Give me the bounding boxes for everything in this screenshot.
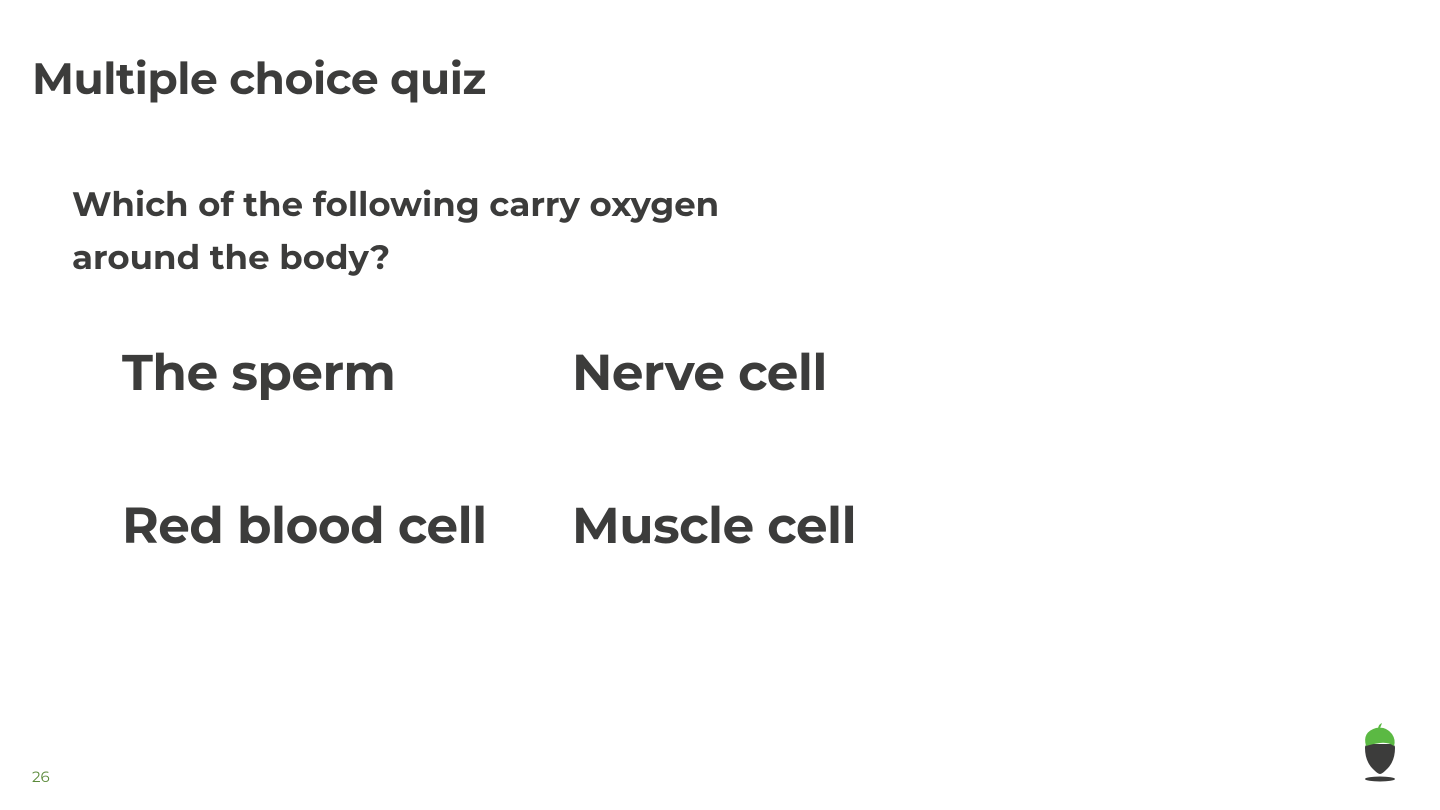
option-d[interactable]: Muscle cell (572, 495, 1022, 556)
quiz-question: Which of the following carry oxygen arou… (72, 178, 832, 283)
options-row-2: Red blood cell Muscle cell (122, 495, 1022, 556)
acorn-icon (1348, 722, 1404, 786)
option-a[interactable]: The sperm (122, 342, 572, 403)
options-grid: The sperm Nerve cell Red blood cell Musc… (122, 342, 1022, 648)
options-row-1: The sperm Nerve cell (122, 342, 1022, 403)
page-number: 26 (32, 767, 50, 786)
option-c[interactable]: Red blood cell (122, 495, 572, 556)
option-b[interactable]: Nerve cell (572, 342, 1022, 403)
slide-title: Multiple choice quiz (32, 52, 486, 106)
